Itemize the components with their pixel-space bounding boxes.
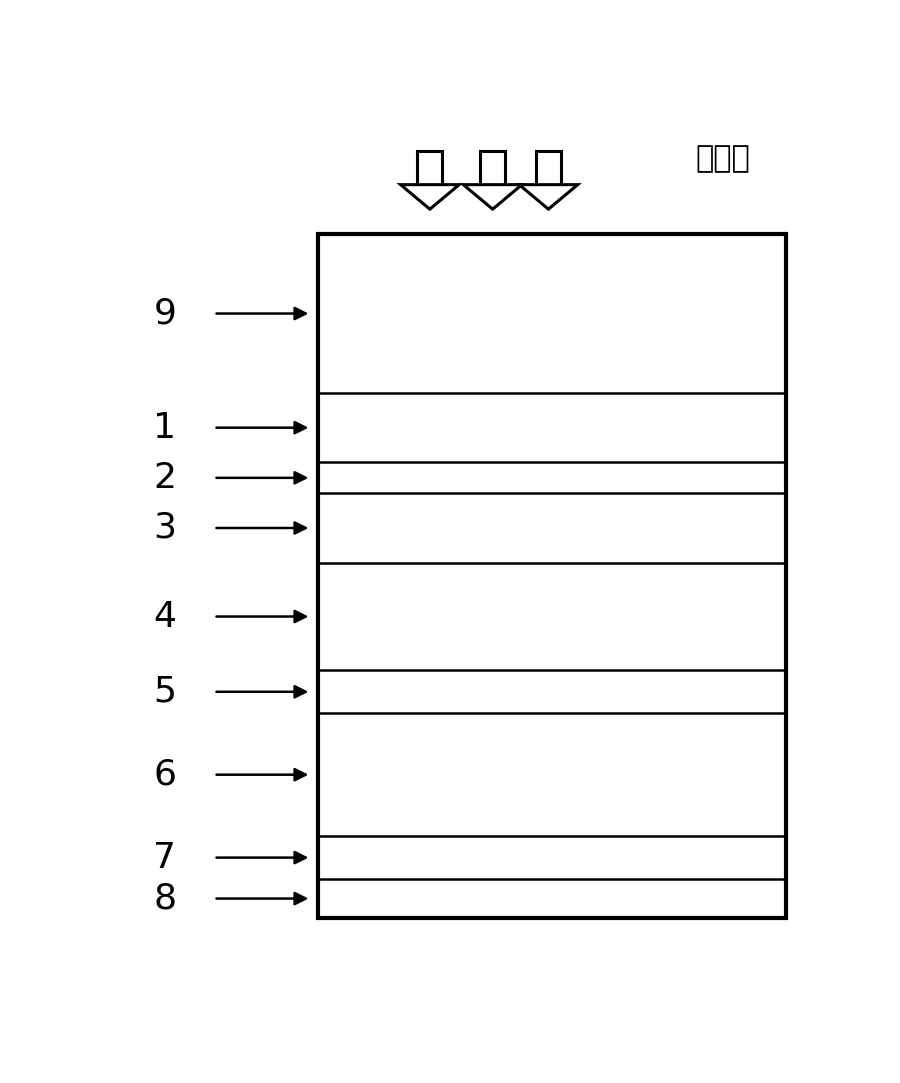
Polygon shape [400,185,459,209]
Bar [319,234,786,918]
Text: 1: 1 [153,410,176,445]
Polygon shape [536,151,561,185]
Polygon shape [480,151,505,185]
Text: 太阳光: 太阳光 [696,145,751,173]
Text: 9: 9 [153,297,176,330]
Text: 2: 2 [153,461,176,495]
Polygon shape [418,151,443,185]
Text: 5: 5 [153,675,176,708]
Text: 8: 8 [153,882,176,915]
Text: 3: 3 [153,511,176,545]
Text: 7: 7 [153,840,176,875]
Polygon shape [464,185,522,209]
Polygon shape [519,185,578,209]
Text: 4: 4 [153,600,176,634]
Text: 6: 6 [153,758,176,792]
